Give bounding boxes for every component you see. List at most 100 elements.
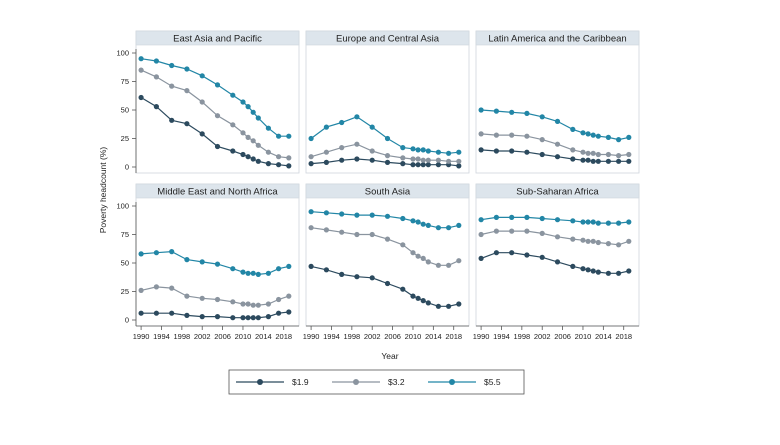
data-point [169, 117, 175, 123]
data-point [590, 132, 596, 138]
data-point [425, 162, 431, 168]
data-point [493, 228, 499, 234]
data-point [384, 159, 391, 165]
data-point [478, 231, 484, 238]
x-tick-label: 2014 [425, 332, 442, 341]
data-point [554, 141, 561, 147]
x-tick-label: 2002 [194, 332, 211, 341]
data-point [214, 113, 221, 119]
data-point [539, 151, 545, 158]
data-point [265, 161, 271, 167]
data-point [169, 310, 175, 316]
data-point [286, 293, 292, 299]
x-tick-label: 2010 [575, 332, 592, 341]
data-point [369, 212, 375, 218]
data-point [250, 315, 256, 321]
data-point [626, 238, 632, 244]
x-tick-label: 2002 [534, 332, 551, 341]
data-point [554, 259, 561, 265]
data-point [435, 262, 441, 268]
panel-strip [305, 183, 470, 199]
data-point [265, 301, 271, 307]
data-point [420, 162, 426, 168]
data-point [415, 162, 421, 168]
x-tick-label: 1990 [133, 332, 150, 341]
data-point [456, 222, 462, 228]
data-point [250, 302, 256, 308]
data-point [339, 229, 345, 235]
data-point [509, 228, 515, 234]
data-point [184, 257, 190, 263]
legend: $1.9 $3.2 $5.5 [228, 369, 525, 395]
data-point [339, 145, 345, 151]
data-point [286, 163, 292, 169]
data-point [446, 225, 452, 231]
data-point [323, 124, 329, 130]
data-point [524, 110, 530, 116]
data-point [199, 99, 205, 105]
data-point [199, 131, 205, 137]
x-tick-label: 1990 [473, 332, 490, 341]
data-point [339, 119, 345, 126]
data-point [435, 162, 441, 168]
data-point [286, 263, 292, 269]
x-tick-label: 2014 [255, 332, 272, 341]
x-tick-label: 2018 [615, 332, 632, 341]
data-point [286, 309, 292, 315]
data-point [400, 286, 406, 292]
data-point [240, 269, 246, 275]
data-point [509, 214, 515, 220]
data-point [435, 149, 441, 155]
x-tick-label: 2018 [445, 332, 462, 341]
panel-strip [135, 30, 300, 46]
data-point [138, 310, 144, 316]
data-point [446, 262, 452, 268]
data-point [240, 315, 246, 321]
data-point [595, 133, 601, 139]
data-point [493, 214, 499, 220]
data-point [153, 74, 159, 80]
data-point [354, 231, 360, 238]
data-point [199, 259, 205, 265]
data-point [214, 296, 221, 303]
data-point [616, 158, 622, 164]
panel-2: Latin America and the Caribbean [475, 30, 640, 174]
panel-title: East Asia and Pacific [173, 34, 262, 45]
data-point [616, 242, 622, 248]
panel-background [306, 184, 469, 326]
data-point [323, 267, 329, 273]
data-point [230, 266, 236, 272]
x-tick-label: 2014 [595, 332, 612, 341]
data-point [153, 284, 159, 290]
data-point [265, 270, 271, 276]
data-point [509, 132, 515, 138]
data-point [354, 114, 360, 120]
legend-label: $3.2 [388, 377, 405, 387]
panel-4: South Asia 1990 1994 1998 2002 2006 2010 2014 20… [303, 183, 470, 341]
data-point [265, 125, 271, 131]
data-point [446, 158, 452, 164]
data-point [580, 149, 586, 155]
data-point [153, 310, 159, 316]
data-point [276, 154, 282, 160]
data-point [425, 259, 431, 265]
data-point [400, 145, 406, 151]
data-point [255, 158, 261, 164]
data-point [626, 134, 632, 140]
x-tick-label: 2010 [235, 332, 252, 341]
data-point [425, 148, 431, 154]
data-point [323, 159, 329, 165]
data-point [456, 301, 462, 307]
data-point [554, 118, 561, 124]
panel-3: Middle East and North Africa 0 25 50 75 100 19… [116, 183, 300, 341]
panel-background [476, 184, 639, 326]
data-point [354, 212, 360, 218]
data-point [153, 104, 159, 110]
data-point [169, 62, 175, 69]
data-point [276, 162, 282, 168]
data-point [626, 219, 632, 225]
x-tick-label: 2010 [405, 332, 422, 341]
data-point [369, 148, 375, 154]
data-point [400, 155, 406, 161]
